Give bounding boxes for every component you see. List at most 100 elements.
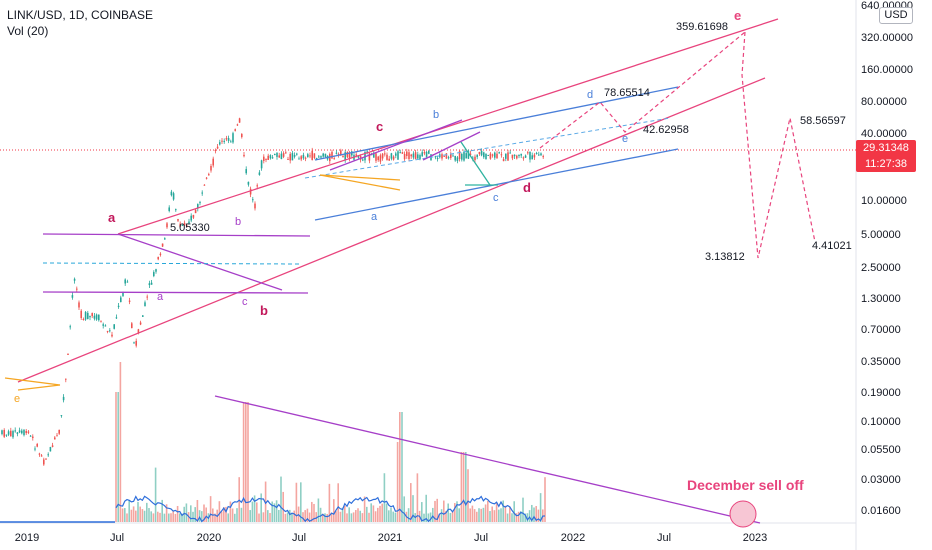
volume-bar — [236, 508, 238, 522]
candle-body — [49, 446, 52, 452]
time-tick-label: 2023 — [743, 532, 767, 544]
volume-bar — [128, 500, 130, 522]
volume-bar — [245, 402, 247, 522]
candle-body — [241, 134, 243, 138]
candle-body — [27, 431, 30, 433]
volume-bar — [533, 507, 535, 522]
wave-label: c — [493, 192, 499, 204]
volume-bar — [267, 510, 269, 522]
candle-body — [467, 151, 470, 159]
candle-body — [465, 153, 467, 159]
volume-bar — [377, 507, 379, 522]
candle-body — [373, 152, 375, 158]
candle-body — [84, 312, 87, 320]
candle-body — [419, 155, 421, 160]
volume-bar — [124, 508, 126, 522]
candle-body — [80, 310, 82, 319]
wave-label: e — [734, 8, 741, 23]
candle-body — [337, 153, 340, 155]
volume-bar — [531, 504, 533, 522]
candle-body — [318, 156, 320, 158]
volume-bar — [388, 510, 390, 522]
candle-body — [313, 153, 316, 158]
candle-body — [122, 292, 124, 296]
volume-bar — [150, 511, 152, 522]
price-tick-label: 5.00000 — [861, 229, 901, 241]
candle-body — [234, 129, 236, 131]
candle-body — [300, 156, 302, 160]
candle-body — [58, 429, 60, 434]
volume-trend-line — [214, 395, 761, 524]
candle-body — [502, 159, 505, 162]
candle-body — [223, 140, 225, 142]
volume-bar — [368, 512, 370, 522]
price-tick-label: 0.03000 — [861, 474, 901, 486]
volume-bar — [181, 513, 183, 522]
projection-drop-path — [741, 31, 816, 259]
candle-body — [60, 415, 63, 417]
volume-bar — [308, 512, 311, 522]
candle-body — [355, 154, 357, 156]
price-tick-label: 40.00000 — [861, 128, 907, 140]
volume-bar — [352, 512, 355, 522]
candle-body — [148, 283, 151, 286]
candle-body — [480, 150, 483, 156]
volume-bar — [275, 500, 278, 522]
volume-bar — [141, 509, 144, 522]
volume-bar — [137, 502, 139, 522]
candle-body — [461, 153, 463, 160]
candle-body — [203, 184, 206, 186]
candle-body — [390, 153, 393, 159]
candle-body — [357, 155, 360, 158]
volume-bar — [258, 513, 260, 522]
candle-body — [271, 157, 274, 159]
candle-body — [392, 156, 395, 160]
volume-bar — [469, 508, 471, 522]
volume-bar — [511, 513, 513, 522]
volume-bar — [473, 509, 476, 522]
volume-bar — [467, 469, 469, 522]
candle-body — [186, 225, 188, 227]
candle-body — [199, 202, 201, 204]
volume-bar — [234, 513, 236, 522]
volume-bar — [392, 511, 394, 522]
volume-bar — [471, 505, 474, 522]
candle-body — [423, 152, 426, 154]
volume-bar — [383, 473, 386, 522]
volume-bar — [443, 500, 445, 522]
volume-bar — [517, 511, 520, 522]
candle-body — [7, 431, 10, 435]
candle-body — [230, 141, 232, 143]
candle-body — [219, 142, 221, 145]
candle-body — [386, 154, 388, 160]
wave-label: b — [433, 109, 439, 121]
price-tick-label: 0.05500 — [861, 444, 901, 456]
volume-bar — [282, 491, 284, 522]
volume-bar — [220, 511, 223, 522]
currency-button[interactable]: USD — [879, 7, 913, 24]
candle-body — [29, 435, 32, 437]
volume-bar — [319, 507, 322, 522]
volume-bar — [500, 508, 502, 522]
candle-body — [249, 188, 252, 195]
candle-body — [146, 296, 148, 298]
candle-body — [274, 154, 276, 156]
time-tick-label: 2021 — [378, 532, 402, 544]
candle-body — [56, 435, 58, 437]
candle-body — [533, 154, 536, 158]
wave-label: b — [260, 303, 268, 318]
candle-body — [25, 431, 27, 434]
volume-bar — [346, 513, 348, 522]
price-tick-label: 0.10000 — [861, 416, 901, 428]
price-tick-label: 160.00000 — [861, 64, 913, 76]
candle-body — [377, 156, 379, 161]
volume-bar — [161, 499, 163, 522]
volume-bar — [484, 504, 487, 522]
candle-body — [126, 281, 129, 283]
wave-label: b — [235, 216, 241, 228]
volume-bar — [209, 496, 212, 522]
candle-body — [142, 315, 144, 317]
volume-bar — [522, 497, 524, 522]
volume-bar — [357, 508, 359, 522]
candle-body — [276, 152, 278, 157]
